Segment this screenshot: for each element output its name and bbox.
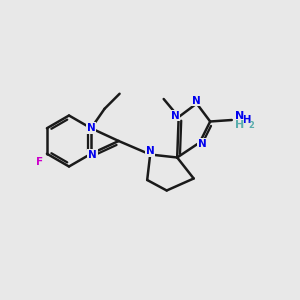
Text: N: N: [146, 146, 154, 156]
Text: N: N: [198, 139, 206, 149]
Text: H: H: [234, 120, 243, 130]
Text: N: N: [234, 111, 243, 122]
Text: N: N: [171, 110, 179, 121]
Text: F: F: [36, 157, 43, 167]
Text: N: N: [87, 123, 95, 133]
Text: N: N: [88, 150, 97, 160]
Text: H: H: [235, 120, 244, 130]
Text: NH: NH: [234, 115, 252, 125]
Text: N: N: [192, 95, 201, 106]
Text: N: N: [235, 111, 244, 121]
Text: 2: 2: [248, 122, 254, 130]
